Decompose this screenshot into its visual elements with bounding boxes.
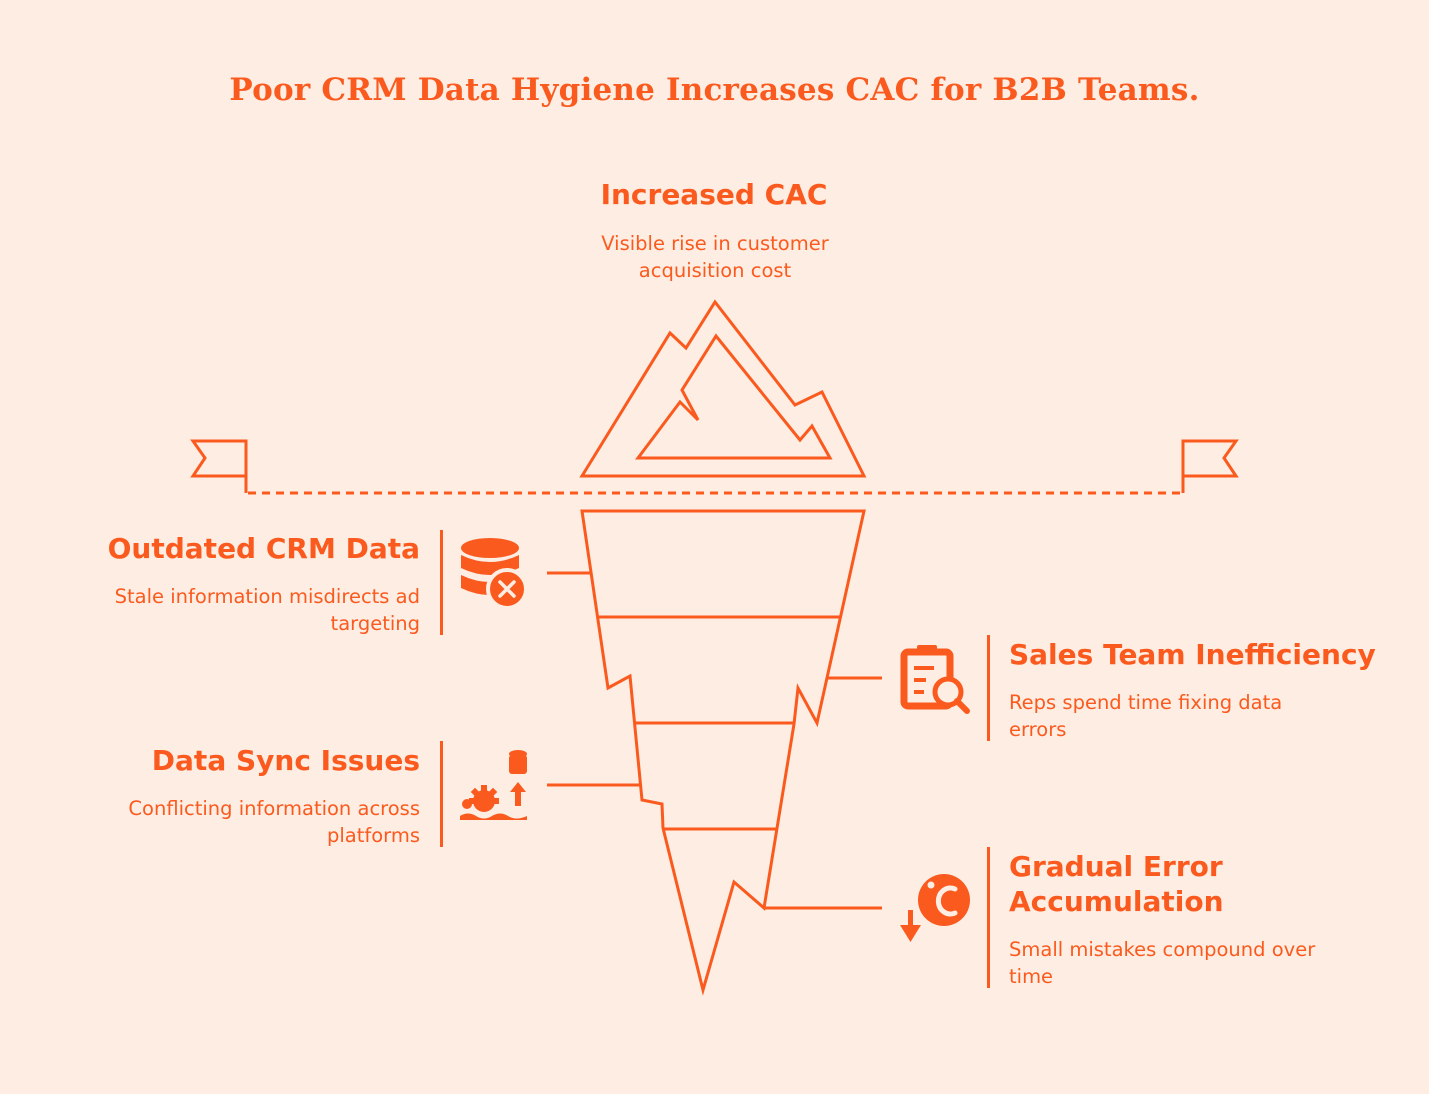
layer-description-data-sync-issues: Conflicting information across platforms bbox=[128, 797, 420, 847]
gear-sync-database-icon bbox=[460, 750, 527, 820]
layer-heading-sales-team-inefficiency: Sales Team Inefficiency bbox=[1009, 638, 1376, 671]
database-error-icon bbox=[461, 538, 528, 610]
tip-heading: Increased CAC bbox=[600, 178, 828, 211]
tip-description: Visible rise in customer acquisition cos… bbox=[601, 232, 829, 282]
clipboard-search-icon bbox=[900, 645, 970, 714]
right-flag bbox=[1181, 439, 1239, 493]
diagram-title: Poor CRM Data Hygiene Increases CAC for … bbox=[229, 72, 1200, 108]
iceberg-tip-inner bbox=[635, 333, 833, 460]
iceberg-tip-outer bbox=[579, 299, 867, 478]
layer-heading-gradual-error-accumulation: Gradual Error Accumulation bbox=[1009, 850, 1224, 918]
layer-heading-data-sync-issues: Data Sync Issues bbox=[151, 744, 420, 777]
error-decrease-icon bbox=[900, 874, 970, 942]
iceberg-underwater bbox=[580, 509, 866, 996]
layer-heading-outdated-crm-data: Outdated CRM Data bbox=[107, 532, 420, 565]
layer-divider-bar bbox=[987, 847, 990, 988]
layer-divider-bar bbox=[987, 635, 990, 741]
layer-description-sales-team-inefficiency: Reps spend time fixing data errors bbox=[1009, 691, 1283, 741]
layer-description-outdated-crm-data: Stale information misdirects ad targetin… bbox=[114, 585, 420, 635]
left-flag bbox=[190, 439, 248, 493]
layer-divider-bar bbox=[440, 741, 443, 847]
layer-description-gradual-error-accumulation: Small mistakes compound over time bbox=[1009, 938, 1316, 988]
layer-divider-bar bbox=[440, 530, 443, 635]
